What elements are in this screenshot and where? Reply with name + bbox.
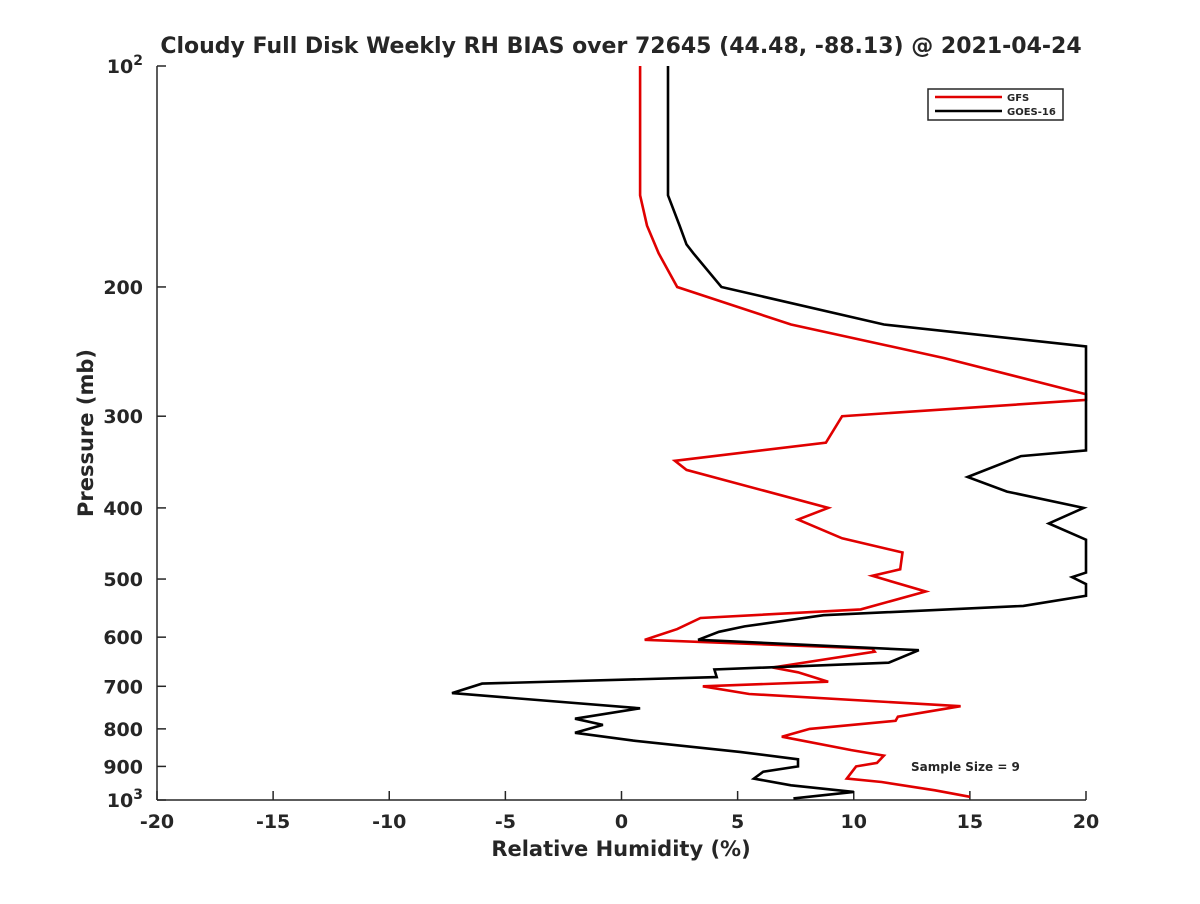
y-tick-label: 700 [103, 676, 143, 698]
x-tick-label: 0 [615, 811, 628, 833]
x-tick-label: -5 [495, 811, 516, 833]
y-tick-label: 500 [103, 569, 143, 591]
y-tick-label: 103 [107, 787, 143, 812]
x-tick-label: 15 [957, 811, 983, 833]
sample-size-annotation: Sample Size = 9 [911, 760, 1020, 774]
x-tick-label: -15 [256, 811, 290, 833]
y-tick-label: 102 [107, 53, 143, 78]
y-tick-label: 300 [103, 406, 143, 428]
y-axis-label: Pressure (mb) [74, 349, 98, 517]
x-tick-label: 20 [1073, 811, 1099, 833]
y-tick-label: 600 [103, 627, 143, 649]
x-tick-label: 10 [841, 811, 867, 833]
x-tick-label: 5 [731, 811, 744, 833]
y-tick-label: 800 [103, 719, 143, 741]
y-tick-label: 900 [103, 756, 143, 778]
x-axis-label: Relative Humidity (%) [491, 837, 750, 861]
x-tick-label: -20 [140, 811, 174, 833]
series-layer [451, 66, 1088, 800]
y-tick-label: 200 [103, 277, 143, 299]
chart-title: Cloudy Full Disk Weekly RH BIAS over 726… [160, 34, 1081, 59]
legend-label-gfs: GFS [1007, 93, 1029, 104]
axes-layer: -20 -15 -10 -5 0 5 10 15 20 102 200 300 400 500 600 700… [103, 53, 1099, 833]
y-tick-label: 400 [103, 498, 143, 520]
legend-label-goes16: GOES-16 [1007, 107, 1056, 118]
series-line-goes16 [451, 66, 1088, 800]
legend-box [927, 88, 1064, 121]
legend: GFS GOES-16 [927, 88, 1064, 121]
series-line-gfs [638, 66, 1088, 799]
x-tick-label: -10 [372, 811, 406, 833]
